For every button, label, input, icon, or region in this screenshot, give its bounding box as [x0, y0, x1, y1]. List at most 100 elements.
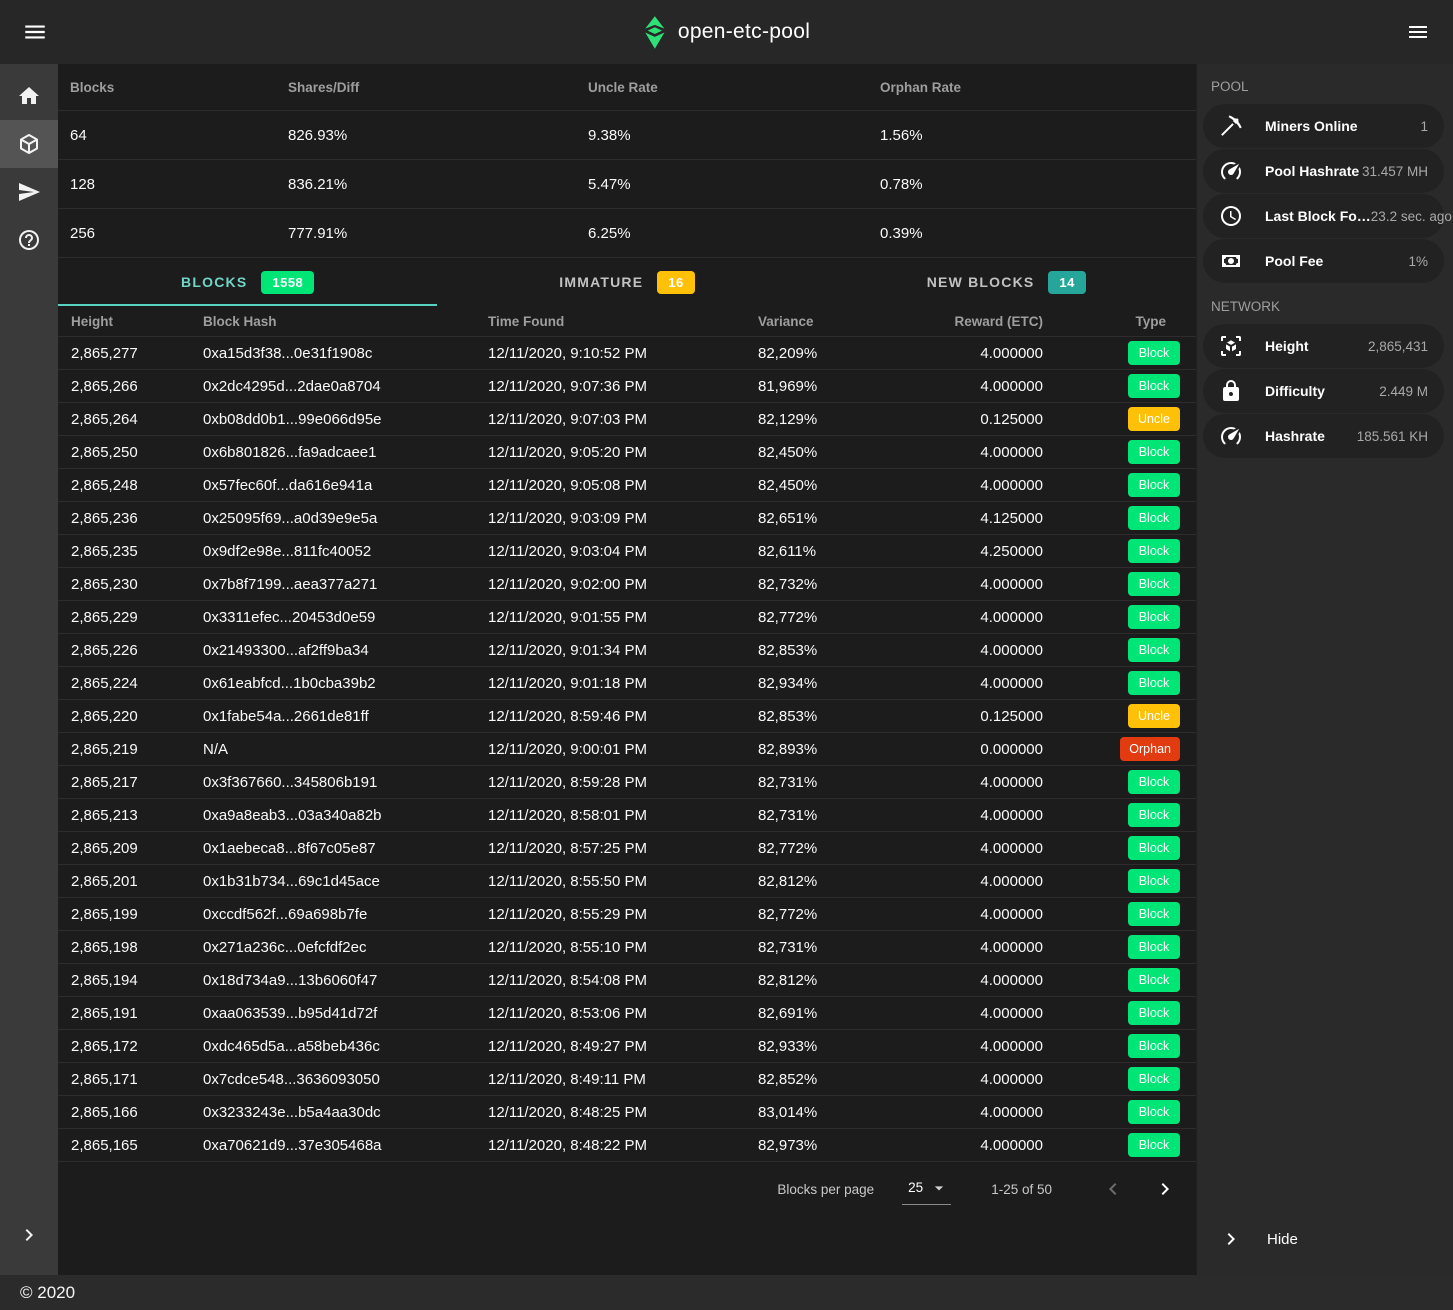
prev-page-button[interactable] [1096, 1172, 1130, 1206]
cell-variance: 82,772% [758, 839, 818, 857]
cell-reward: 4.000000 [980, 608, 1043, 626]
tab-count-badge: 14 [1048, 270, 1086, 294]
pool-stats-list: Miners Online 1 Pool Hashrate 31.457 MH Last… [1197, 103, 1453, 284]
cell-block-hash: 0x25095f69...a0d39e9e5a [203, 509, 378, 527]
cell-variance: 82,691% [758, 1004, 818, 1022]
block-type-chip: Block [1128, 1133, 1180, 1157]
block-type-chip: Block [1128, 902, 1180, 926]
blocks-tabs: BLOCKS 1558 IMMATURE 16 NEW BLOCKS 14 [58, 258, 1196, 306]
cell-height: 2,865,266 [71, 377, 138, 395]
content-area: Blocks Shares/Diff Uncle Rate Orphan Rat… [58, 64, 1196, 1275]
block-type-chip: Block [1128, 803, 1180, 827]
left-menu-button[interactable] [14, 11, 56, 53]
stats-cell: 9.38% [588, 126, 631, 144]
next-page-button[interactable] [1148, 1172, 1182, 1206]
cell-block-hash: 0xccdf562f...69a698b7fe [203, 905, 368, 923]
stat-label: Pool Fee [1265, 253, 1324, 269]
cell-type: Block [1043, 1100, 1196, 1124]
per-page-label: Blocks per page [777, 1181, 875, 1197]
col-block-hash: Block Hash [203, 313, 277, 329]
cell-time-found: 12/11/2020, 9:10:52 PM [488, 344, 648, 362]
cell-variance: 82,772% [758, 608, 818, 626]
cell-reward: 4.000000 [980, 377, 1043, 395]
tab-blocks[interactable]: BLOCKS 1558 [58, 258, 438, 306]
cell-reward: 4.000000 [980, 575, 1043, 593]
network-stats-list: Height 2,865,431 Difficulty 2.449 M Hashrate… [1197, 323, 1453, 459]
cell-type: Block [1043, 671, 1196, 695]
cell-height: 2,865,229 [71, 608, 138, 626]
block-type-chip: Block [1128, 1001, 1180, 1025]
nav-home[interactable] [0, 72, 58, 120]
cell-type: Block [1043, 374, 1196, 398]
tab-label: IMMATURE [559, 274, 644, 290]
block-row: 2,865,229 0x3311efec...20453d0e59 12/11/20… [58, 601, 1196, 634]
cash-icon [1219, 249, 1243, 273]
cell-variance: 82,209% [758, 344, 818, 362]
stats-cell: 64 [70, 126, 87, 144]
cell-time-found: 12/11/2020, 9:01:34 PM [488, 641, 648, 659]
cell-block-hash: 0xa70621d9...37e305468a [203, 1136, 382, 1154]
stat-value: 1% [1408, 253, 1428, 269]
stats-cell: 256 [70, 224, 96, 242]
stats-table-body: 64 826.93% 9.38% 1.56% 128 836.21% 5.47% 0.78% 2… [58, 111, 1196, 258]
hamburger-menu-icon [1406, 20, 1430, 44]
cell-reward: 4.250000 [980, 542, 1043, 560]
block-type-chip: Block [1128, 968, 1180, 992]
sidebar-spacer [1197, 459, 1453, 1217]
cell-variance: 82,129% [758, 410, 818, 428]
hamburger-menu-icon [22, 19, 48, 45]
block-row: 2,865,226 0x21493300...af2ff9ba34 12/11/20… [58, 634, 1196, 667]
block-row: 2,865,194 0x18d734a9...13b6060f47 12/11/20… [58, 964, 1196, 997]
cell-variance: 82,812% [758, 872, 818, 890]
stats-cell: 826.93% [288, 126, 348, 144]
block-type-chip: Block [1128, 869, 1180, 893]
speedometer-icon [1219, 424, 1243, 448]
block-type-chip: Block [1128, 473, 1180, 497]
stat-value: 2,865,431 [1367, 338, 1428, 354]
cell-variance: 82,732% [758, 575, 818, 593]
cell-height: 2,865,166 [71, 1103, 138, 1121]
block-row: 2,865,217 0x3f367660...345806b191 12/11/20… [58, 766, 1196, 799]
block-row: 2,865,213 0xa9a8eab3...03a340a82b 12/11/20… [58, 799, 1196, 832]
cell-block-hash: 0x7b8f7199...aea377a271 [203, 575, 378, 593]
block-row: 2,865,219 N/A 12/11/2020, 9:00:01 PM 82,893… [58, 733, 1196, 766]
cell-type: Block [1043, 341, 1196, 365]
right-menu-button[interactable] [1397, 11, 1439, 53]
per-page-select[interactable]: 25 [902, 1174, 952, 1205]
tab-immature[interactable]: IMMATURE 16 [437, 258, 816, 306]
cell-time-found: 12/11/2020, 9:01:18 PM [488, 674, 648, 692]
cell-height: 2,865,213 [71, 806, 138, 824]
brand: open-etc-pool [643, 0, 810, 64]
cell-time-found: 12/11/2020, 8:49:11 PM [488, 1070, 646, 1088]
nav-payments[interactable] [0, 168, 58, 216]
cell-type: Block [1043, 803, 1196, 827]
cell-type: Block [1043, 770, 1196, 794]
cell-variance: 82,853% [758, 641, 818, 659]
cell-height: 2,865,250 [71, 443, 138, 461]
cell-time-found: 12/11/2020, 8:59:28 PM [488, 773, 648, 791]
cell-reward: 4.000000 [980, 839, 1043, 857]
nav-help[interactable] [0, 216, 58, 264]
cell-variance: 82,450% [758, 443, 818, 461]
block-type-chip: Orphan [1120, 737, 1180, 761]
cell-height: 2,865,226 [71, 641, 138, 659]
cell-height: 2,865,277 [71, 344, 138, 362]
rail-expand-button[interactable] [0, 1211, 58, 1259]
cell-height: 2,865,217 [71, 773, 138, 791]
cell-block-hash: N/A [203, 740, 229, 758]
block-type-chip: Block [1128, 440, 1180, 464]
pagination-bar: Blocks per page 25 1-25 of 50 [58, 1162, 1196, 1216]
block-type-chip: Block [1128, 572, 1180, 596]
cell-reward: 4.000000 [980, 1070, 1043, 1088]
cell-type: Block [1043, 935, 1196, 959]
tab-new-blocks[interactable]: NEW BLOCKS 14 [817, 258, 1196, 306]
block-type-chip: Block [1128, 836, 1180, 860]
hide-sidebar-button[interactable]: Hide [1203, 1217, 1444, 1261]
cell-height: 2,865,264 [71, 410, 138, 428]
pool-section-title: POOL [1211, 79, 1249, 94]
main-row: Blocks Shares/Diff Uncle Rate Orphan Rat… [0, 64, 1453, 1275]
stats-cell: 6.25% [588, 224, 631, 242]
stats-row: 128 836.21% 5.47% 0.78% [58, 160, 1196, 209]
nav-blocks[interactable] [0, 120, 58, 168]
cell-reward: 4.000000 [980, 443, 1043, 461]
